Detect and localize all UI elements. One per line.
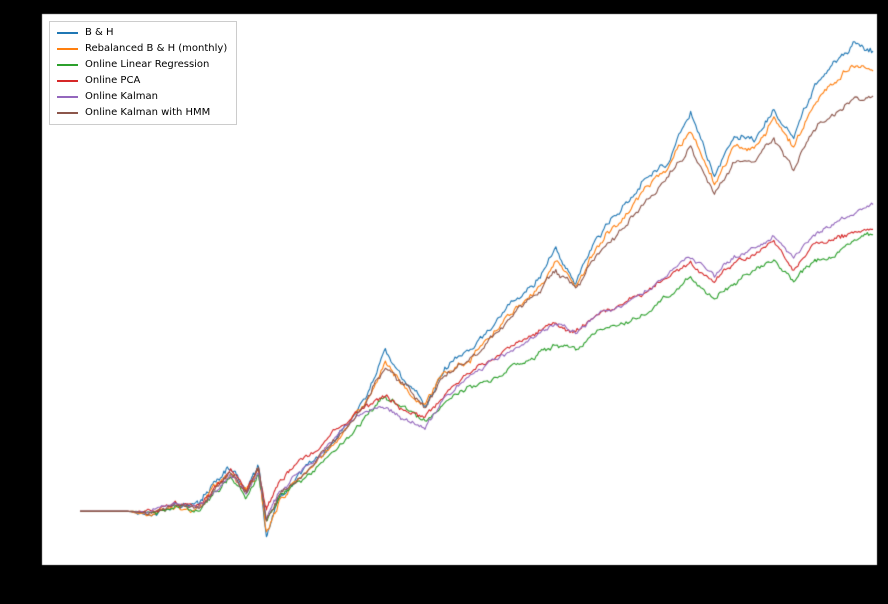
legend-line-swatch (57, 64, 78, 66)
legend-label: Online Linear Regression (85, 59, 210, 70)
legend-line-swatch (57, 112, 78, 114)
legend-label: Online PCA (85, 75, 141, 86)
legend-line-swatch (57, 96, 78, 98)
legend-item: Online PCA (57, 75, 227, 87)
legend-label: B & H (85, 27, 114, 38)
legend-label: Online Kalman (85, 91, 158, 102)
legend-item: Online Kalman with HMM (57, 107, 227, 119)
legend-line-swatch (57, 80, 78, 82)
legend-line-swatch (57, 48, 78, 50)
legend-label: Rebalanced B & H (monthly) (85, 43, 228, 54)
legend-label: Online Kalman with HMM (85, 107, 211, 118)
legend-item: B & H (57, 27, 227, 39)
legend-item: Rebalanced B & H (monthly) (57, 43, 227, 55)
legend-item: Online Kalman (57, 91, 227, 103)
legend-line-swatch (57, 32, 78, 34)
legend: B & H Rebalanced B & H (monthly) Online Li… (49, 21, 238, 125)
legend-item: Online Linear Regression (57, 59, 227, 71)
